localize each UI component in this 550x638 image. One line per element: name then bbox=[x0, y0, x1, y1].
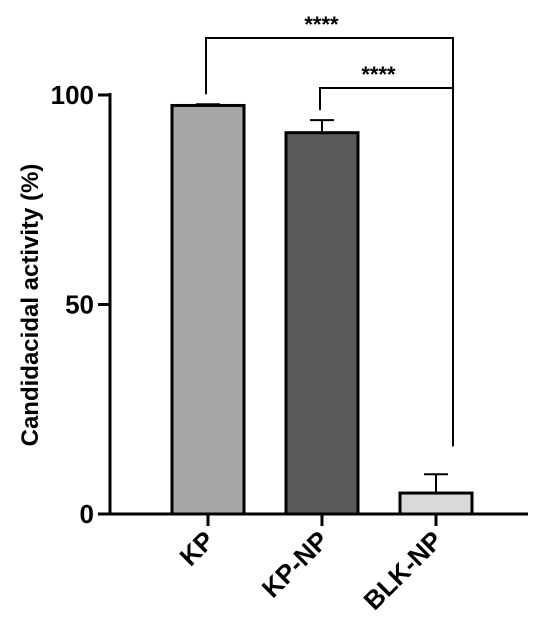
y-tick-label-50: 50 bbox=[65, 290, 94, 320]
bar-kp-np bbox=[284, 131, 360, 516]
bar-blk-np bbox=[398, 491, 474, 516]
x-tick-label-kp-np: KP-NP bbox=[256, 525, 334, 603]
y-tick-label-0: 0 bbox=[80, 499, 94, 529]
y-tick-label-100: 100 bbox=[51, 80, 94, 110]
significance-bracket-2 bbox=[319, 87, 454, 447]
bars bbox=[170, 103, 474, 516]
y-axis-title: Candidacidal activity (%) bbox=[17, 164, 44, 447]
x-tick-label-kp: KP bbox=[173, 525, 220, 572]
significance-brackets: **** **** bbox=[205, 12, 454, 447]
bar-kp bbox=[170, 103, 246, 516]
significance-label-1: **** bbox=[304, 12, 339, 37]
x-tick-label-blk-np: BLK-NP bbox=[358, 525, 449, 616]
significance-label-2: **** bbox=[361, 62, 396, 87]
error-bars bbox=[196, 103, 448, 494]
